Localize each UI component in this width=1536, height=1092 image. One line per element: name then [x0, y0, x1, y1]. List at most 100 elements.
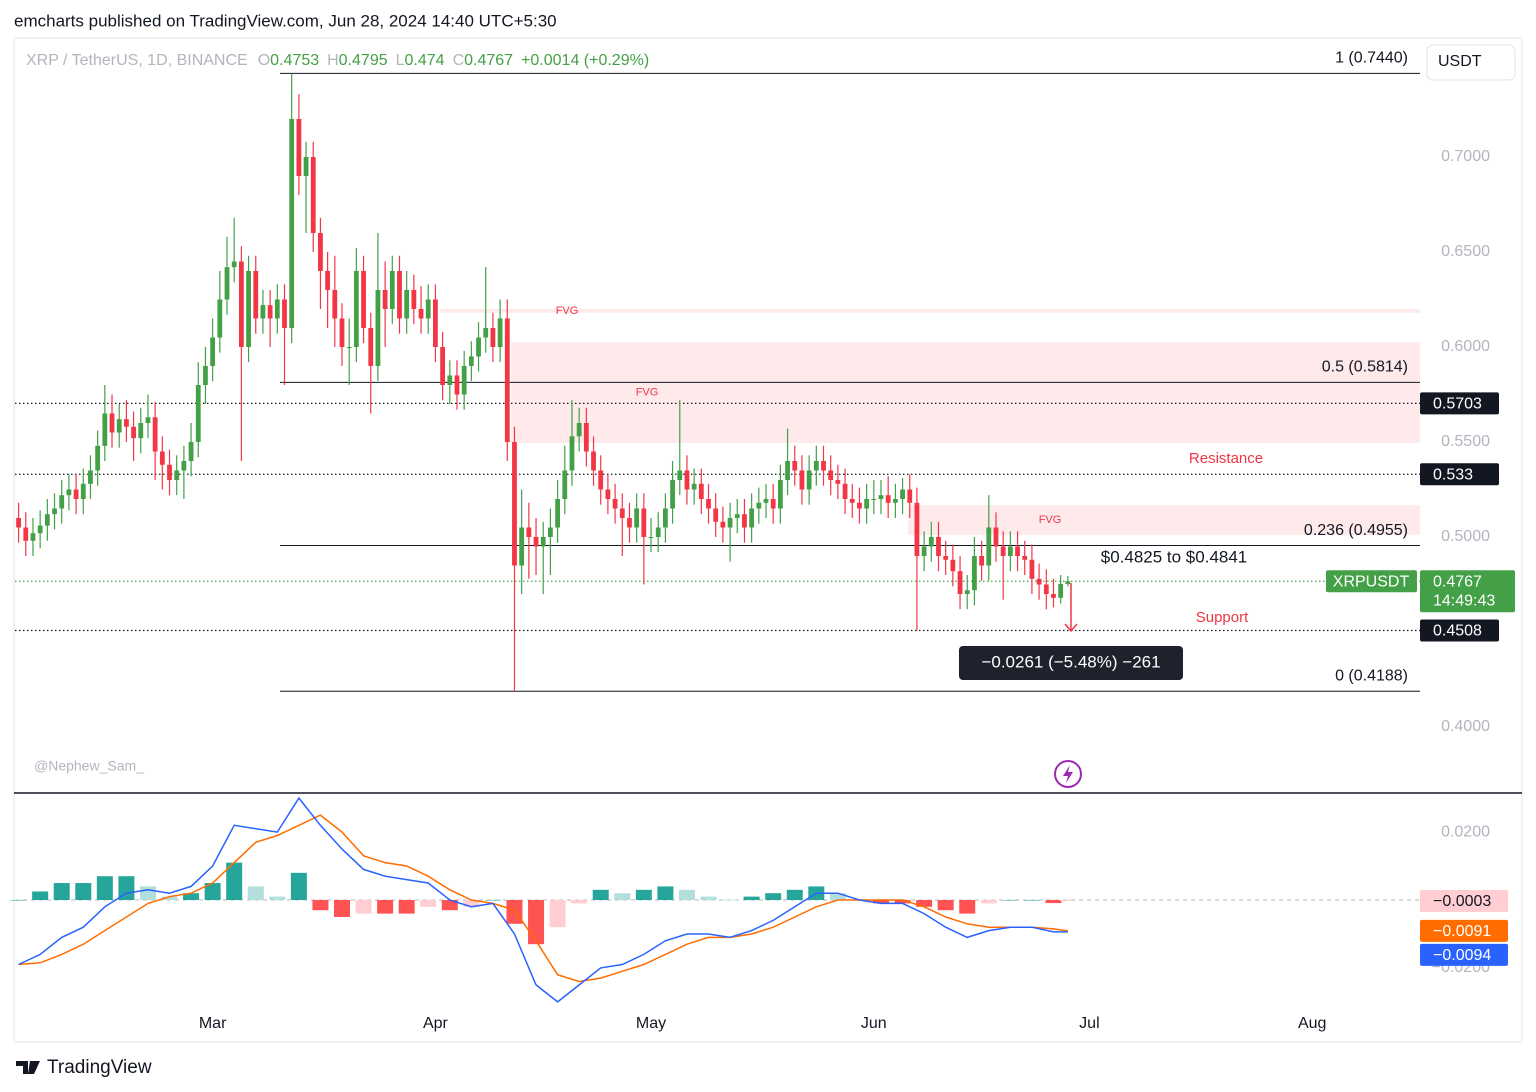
candle-body — [159, 451, 165, 465]
candle-body — [346, 346, 352, 348]
candle-body — [210, 337, 216, 366]
candle-body — [404, 289, 410, 319]
candle-body — [411, 289, 417, 309]
x-tick-label: Apr — [423, 1015, 449, 1032]
macd-histogram-bar — [678, 889, 695, 901]
candle-body — [936, 536, 941, 556]
candle-body — [318, 232, 323, 271]
candle-body — [1007, 546, 1013, 556]
candle-body — [16, 517, 21, 528]
candle-body — [763, 498, 769, 503]
candle-body — [842, 483, 848, 499]
alert-circle — [1054, 760, 1082, 788]
candle-body — [864, 498, 870, 509]
candle-body — [52, 508, 57, 515]
fvg-zone — [440, 308, 1420, 313]
candle-body — [813, 460, 819, 471]
candle-body — [454, 375, 460, 395]
candle-body — [835, 479, 841, 484]
candle-body — [296, 118, 302, 176]
legend-value: 0.4753 — [270, 52, 319, 69]
macd-badge — [1420, 890, 1508, 913]
candle-body — [332, 289, 338, 319]
measure-box — [959, 646, 1183, 680]
candle-body — [238, 261, 244, 347]
macd-badge-label: −0.0091 — [1433, 923, 1491, 940]
x-tick-label: Jun — [861, 1015, 887, 1032]
candle-body — [943, 555, 949, 560]
candle-body — [734, 514, 740, 518]
macd-histogram-bar — [786, 889, 803, 901]
candle-body — [677, 470, 683, 480]
candle-body — [986, 527, 992, 566]
y-tick-label: 0.5000 — [1441, 528, 1490, 545]
candle-body — [1058, 583, 1064, 598]
macd-histogram-bar — [398, 900, 415, 914]
candle-body — [303, 156, 309, 176]
candle-body — [246, 270, 251, 347]
macd-badge — [1420, 919, 1508, 942]
candle-body — [361, 270, 366, 328]
candle-body — [389, 270, 395, 309]
candle-body — [483, 327, 489, 338]
currency: USDT — [1438, 53, 1482, 70]
macd-histogram-bar — [528, 900, 545, 945]
macd-histogram-bar — [10, 900, 27, 901]
candle-body — [353, 270, 359, 347]
candle-body — [713, 508, 719, 522]
candle-body — [1022, 555, 1028, 560]
candle-body — [533, 536, 539, 547]
macd-histogram-bar — [657, 886, 674, 901]
candle-body — [325, 270, 331, 290]
symbol-label: XRPUSDT — [1333, 573, 1410, 590]
candle-body — [59, 495, 65, 509]
candle-body — [490, 327, 496, 347]
fvg-label: FVG — [636, 386, 659, 398]
resistance-label: Resistance — [1189, 450, 1263, 467]
candle-body — [66, 489, 72, 496]
countdown-label: 14:49:43 — [1433, 592, 1495, 609]
candle-body — [253, 270, 259, 319]
macd-histogram-bar — [765, 893, 782, 901]
candle-body — [770, 498, 776, 509]
candle-body — [447, 375, 453, 385]
candle-body — [742, 514, 747, 528]
candle-body — [871, 498, 877, 500]
watermark: @Nephew_Sam_ — [34, 758, 144, 774]
candle-body — [691, 483, 697, 490]
candle-body — [440, 346, 446, 385]
candle-body — [267, 305, 273, 319]
logo — [16, 1061, 40, 1074]
candle-body — [519, 527, 525, 566]
alert-icon[interactable] — [1054, 760, 1082, 788]
candle-body — [993, 527, 999, 547]
candle-body — [576, 422, 582, 437]
legend-change: +0.0014 (+0.29%) — [521, 52, 649, 69]
candle-body — [799, 470, 805, 490]
candle-body — [662, 508, 668, 528]
candle-body — [720, 521, 726, 528]
fib-label: 1 (0.7440) — [1335, 50, 1408, 67]
candle-body — [1051, 593, 1056, 598]
macd-histogram-bar — [312, 900, 329, 911]
candle-body — [526, 527, 532, 537]
fvg-label: FVG — [1039, 514, 1062, 526]
macd-histogram-bar — [829, 893, 846, 901]
candle-body — [821, 460, 826, 471]
candle-body — [167, 464, 172, 480]
macd-histogram-bar — [441, 900, 458, 911]
x-tick-label: May — [636, 1015, 666, 1032]
candle-body — [1043, 584, 1049, 594]
macd-badge — [1420, 943, 1508, 966]
fvg-label: FVG — [556, 305, 579, 317]
macd-histogram-bar — [290, 872, 307, 901]
fvg-zone — [511, 342, 1420, 443]
candle-body — [540, 536, 546, 547]
candle-body — [957, 571, 963, 594]
macd-histogram-bar — [1059, 900, 1076, 902]
candle-body — [605, 489, 611, 499]
candle-body — [468, 356, 474, 366]
currency-button[interactable] — [1426, 44, 1516, 81]
macd-histogram-bar — [635, 889, 652, 901]
